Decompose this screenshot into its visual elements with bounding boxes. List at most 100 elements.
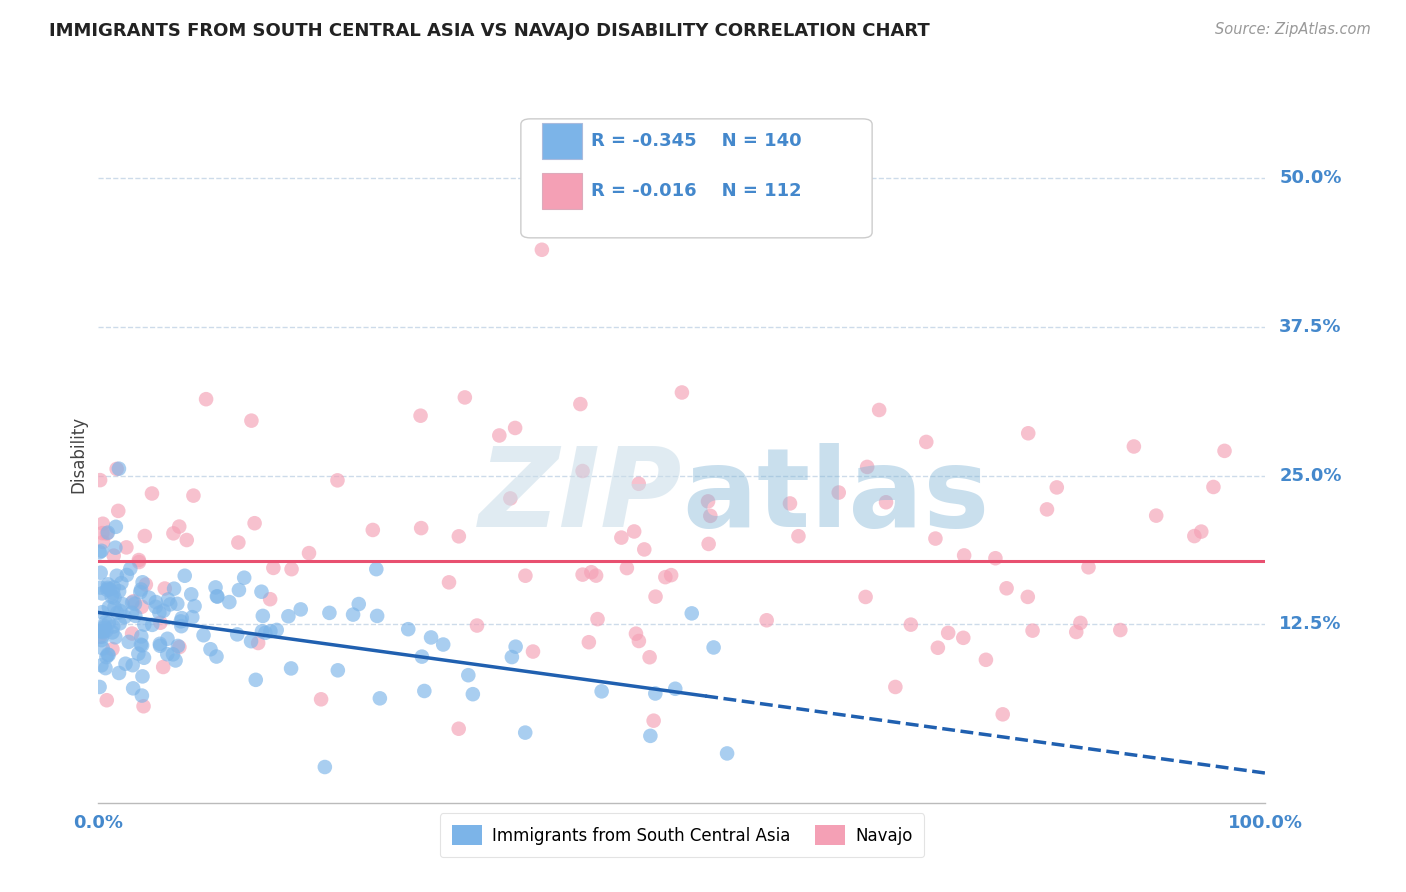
Point — [204, 581, 226, 595]
Point — [105, 606, 128, 620]
Point — [974, 653, 997, 667]
Point — [361, 523, 384, 537]
Point — [129, 585, 152, 599]
Point — [309, 692, 332, 706]
Point — [413, 684, 436, 698]
Point — [89, 473, 111, 487]
Point — [121, 595, 143, 609]
Point — [122, 594, 145, 608]
Point — [122, 681, 145, 696]
Point — [156, 632, 179, 646]
Point — [128, 553, 150, 567]
Point — [96, 650, 118, 665]
Point — [501, 650, 523, 665]
Point — [591, 684, 613, 698]
Text: 50.0%: 50.0% — [1279, 169, 1341, 187]
Point — [111, 597, 134, 611]
Point — [134, 529, 156, 543]
Point — [131, 630, 153, 644]
Point — [124, 597, 146, 611]
Point — [157, 592, 180, 607]
Point — [163, 582, 186, 596]
Point — [138, 591, 160, 605]
Point — [915, 434, 938, 449]
Point — [457, 668, 479, 682]
Point — [411, 649, 433, 664]
Point — [89, 545, 111, 559]
Point — [165, 653, 187, 667]
Point — [149, 637, 172, 651]
Point — [121, 658, 143, 673]
Point — [121, 606, 143, 620]
Point — [522, 644, 544, 658]
Point — [90, 658, 112, 673]
Point — [411, 521, 433, 535]
Point — [1144, 508, 1167, 523]
Point — [259, 592, 281, 607]
FancyBboxPatch shape — [520, 119, 872, 238]
Point — [108, 461, 131, 475]
Point — [250, 624, 273, 639]
Point — [1064, 625, 1087, 640]
Point — [110, 576, 132, 591]
Point — [91, 624, 114, 639]
Point — [115, 568, 138, 582]
Point — [610, 531, 633, 545]
Point — [488, 428, 510, 442]
Point — [90, 633, 112, 648]
Point — [779, 496, 801, 510]
Point — [1122, 440, 1144, 454]
Point — [581, 566, 603, 580]
Point — [96, 624, 118, 638]
Point — [936, 626, 959, 640]
Point — [166, 597, 188, 611]
Point — [131, 575, 153, 590]
Point — [91, 605, 114, 619]
Point — [97, 577, 120, 591]
Point — [103, 581, 125, 595]
Point — [131, 689, 153, 703]
Point — [170, 615, 193, 629]
Point — [105, 568, 128, 582]
Legend: Immigrants from South Central Asia, Navajo: Immigrants from South Central Asia, Nava… — [440, 814, 924, 857]
Point — [97, 648, 120, 662]
Point — [162, 648, 184, 662]
Point — [245, 673, 267, 687]
Point — [170, 611, 193, 625]
Point — [924, 532, 946, 546]
Point — [90, 624, 112, 639]
Point — [97, 581, 120, 595]
Point — [90, 581, 112, 595]
Point — [228, 582, 250, 597]
Point — [681, 607, 703, 621]
Text: ZIP: ZIP — [478, 443, 682, 550]
Point — [93, 621, 115, 635]
Point — [129, 582, 152, 597]
Point — [280, 661, 302, 675]
Point — [254, 625, 277, 640]
Point — [91, 630, 114, 644]
Point — [900, 617, 922, 632]
Point — [121, 626, 143, 640]
Point — [170, 619, 193, 633]
Point — [200, 642, 222, 657]
Point — [927, 640, 949, 655]
Point — [183, 599, 205, 614]
Point — [1077, 560, 1099, 574]
Point — [347, 597, 370, 611]
Point — [156, 647, 179, 661]
Point — [149, 615, 172, 630]
Point — [141, 618, 163, 632]
Point — [134, 617, 156, 632]
Point — [368, 691, 391, 706]
Point — [855, 590, 877, 604]
Point — [875, 495, 897, 509]
Point — [89, 680, 111, 694]
Point — [326, 663, 349, 677]
Point — [243, 516, 266, 531]
Point — [91, 516, 114, 531]
Point — [633, 542, 655, 557]
Point — [108, 665, 131, 680]
Point — [90, 544, 112, 558]
Point — [856, 459, 879, 474]
